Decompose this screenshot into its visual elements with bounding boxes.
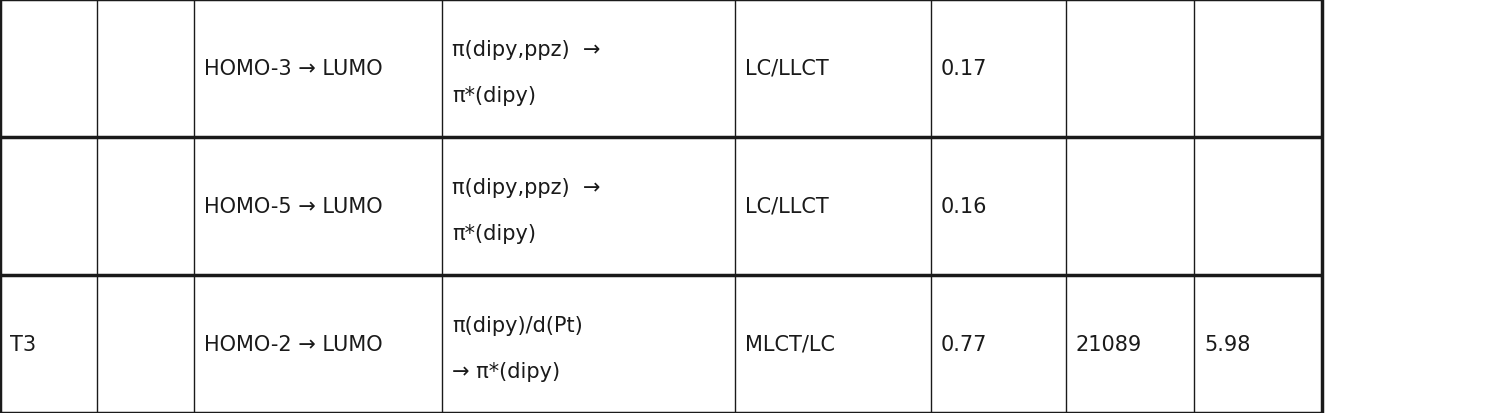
Text: 0.17: 0.17 bbox=[941, 59, 988, 79]
Text: HOMO-5 → LUMO: HOMO-5 → LUMO bbox=[204, 197, 382, 216]
Text: LC/LLCT: LC/LLCT bbox=[745, 197, 829, 216]
Text: 21089: 21089 bbox=[1076, 334, 1142, 354]
Text: MLCT/LC: MLCT/LC bbox=[745, 334, 835, 354]
Text: π(dipy)/d(Pt): π(dipy)/d(Pt) bbox=[453, 315, 583, 335]
Text: 0.16: 0.16 bbox=[941, 197, 988, 216]
Text: HOMO-2 → LUMO: HOMO-2 → LUMO bbox=[204, 334, 382, 354]
Text: π*(dipy): π*(dipy) bbox=[453, 223, 537, 243]
Text: → π*(dipy): → π*(dipy) bbox=[453, 361, 561, 381]
Text: π*(dipy): π*(dipy) bbox=[453, 86, 537, 106]
Text: T3: T3 bbox=[10, 334, 36, 354]
Text: LC/LLCT: LC/LLCT bbox=[745, 59, 829, 79]
Text: HOMO-3 → LUMO: HOMO-3 → LUMO bbox=[204, 59, 382, 79]
Text: 5.98: 5.98 bbox=[1204, 334, 1250, 354]
Text: π(dipy,ppz)  →: π(dipy,ppz) → bbox=[453, 40, 601, 59]
Text: 0.77: 0.77 bbox=[941, 334, 988, 354]
Text: π(dipy,ppz)  →: π(dipy,ppz) → bbox=[453, 177, 601, 197]
